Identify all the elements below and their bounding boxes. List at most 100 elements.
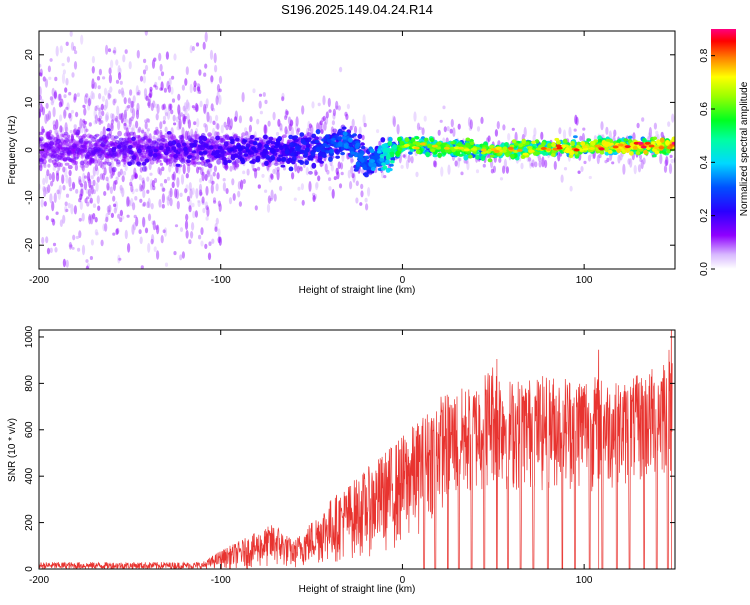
spectrogram-cell-2372 — [140, 137, 146, 141]
spectrogram-cell-2424 — [141, 166, 147, 172]
spectrogram-cell-1546 — [187, 119, 191, 129]
spectrogram-cell-1661 — [83, 120, 88, 125]
spectrogram-cell-2782 — [363, 172, 369, 176]
spectrogram-cell-1760 — [151, 180, 155, 187]
spectrogram-cell-505 — [120, 87, 124, 96]
spectrogram-cell-3596 — [444, 149, 451, 153]
spectrogram-cell-1049 — [115, 115, 119, 123]
spectrogram-cell-1731 — [207, 132, 213, 137]
spectrogram-cell-2856 — [325, 144, 331, 148]
spectrogram-cell-453 — [150, 203, 154, 210]
spectrogram-cell-1005 — [176, 200, 180, 210]
spectrogram-cell-3840 — [545, 148, 552, 151]
spectrogram-cell-3496 — [437, 152, 442, 158]
spectrogram-cell-1276 — [80, 154, 84, 159]
spectrogram-cell-841 — [659, 153, 663, 165]
spectrogram-cell-1465 — [45, 215, 49, 221]
spectrogram-cell-3654 — [436, 141, 442, 145]
spectrogram-cell-3803 — [654, 150, 660, 155]
spectrogram-cell-1051 — [460, 171, 464, 176]
spectrogram-cell-1010 — [105, 216, 109, 222]
spectrogram-cell-1782 — [540, 131, 544, 140]
spectrogram-cell-3306 — [389, 160, 395, 164]
spectrogram-cell-2669 — [274, 145, 279, 149]
spectrogram-cell-3487 — [662, 151, 667, 155]
spectrogram-cell-2453 — [116, 144, 122, 149]
spectrogram-cell-1374 — [103, 167, 107, 176]
spectrogram-cell-1222 — [171, 98, 176, 103]
spectrogram-cell-103 — [115, 59, 119, 66]
spectrogram-cell-2726 — [290, 152, 295, 157]
spectrogram-cell-1698 — [67, 165, 73, 170]
spectrogram-cell-632 — [75, 189, 79, 194]
spectrogram-cell-2577 — [249, 151, 255, 155]
spectrogram-cell-1228 — [83, 107, 87, 116]
spectrogram-cell-2451 — [164, 151, 169, 156]
spectrogram-cell-1288 — [161, 193, 165, 204]
spectrogram-cell-256 — [520, 162, 524, 170]
spectrogram-cell-209 — [79, 200, 83, 210]
spectrogram-cell-876 — [206, 170, 210, 175]
spectrogram-cell-2350 — [178, 134, 184, 140]
spectrogram-cell-1531 — [544, 159, 548, 169]
spectrogram-cell-521 — [71, 72, 75, 78]
spectrogram-cell-644 — [144, 31, 148, 36]
spectrogram-cell-1361 — [632, 132, 636, 141]
spectrogram-cell-137 — [198, 178, 203, 183]
spectrogram-cell-609 — [189, 188, 193, 199]
spectrogram-cell-1789 — [185, 173, 189, 179]
spectrogram-cell-543 — [619, 152, 623, 161]
spectrogram-cell-1280 — [106, 182, 110, 191]
spectrogram-cell-1900 — [113, 203, 117, 208]
spectrogram-cell-81 — [217, 228, 221, 238]
spectrogram-cell-1680 — [361, 134, 365, 141]
spectrogram-cell-2505 — [167, 140, 173, 147]
spectrogram-cell-2291 — [75, 129, 81, 136]
spectrogram-cell-562 — [63, 94, 67, 99]
spectrogram-cell-3818 — [588, 147, 595, 150]
spectrogram-cell-684 — [155, 113, 159, 121]
spectrogram-cell-1448 — [141, 129, 145, 134]
spectrogram-cell-484 — [143, 88, 148, 97]
colorbar-tick-label: 0.2 — [699, 208, 710, 222]
spectrogram-cell-1848 — [92, 213, 96, 220]
spectrogram-cell-2879 — [363, 166, 368, 171]
spectrogram-cell-695 — [238, 115, 242, 124]
spectrogram-cell-1189 — [363, 122, 367, 128]
spectrogram-cell-850 — [64, 201, 68, 207]
spectrogram-cell-735 — [156, 103, 160, 114]
spectrogram-cell-2709 — [281, 157, 287, 162]
spectrogram-cell-1795 — [193, 80, 197, 88]
spectrogram-cell-2412 — [152, 156, 157, 162]
spectrogram-cell-1476 — [156, 224, 160, 235]
spectrogram-cell-258 — [532, 134, 536, 142]
spectrogram-cell-1532 — [194, 210, 198, 218]
spectrogram-cell-1625 — [162, 103, 166, 110]
spectrogram-cell-2169 — [132, 141, 138, 146]
spectrogram-cell-2654 — [380, 137, 386, 143]
spectrogram-cell-1528 — [107, 48, 112, 53]
spectrogram-cell-479 — [222, 178, 226, 182]
spectrogram-cell-2106 — [129, 131, 135, 136]
spectrogram-cell-1823 — [263, 124, 267, 135]
spectrogram-cell-1529 — [480, 116, 484, 124]
spectrogram-cell-859 — [169, 197, 173, 207]
spectrogram-cell-417 — [179, 192, 183, 197]
spectrogram-cell-875 — [160, 235, 164, 244]
spectrogram-cell-1449 — [443, 126, 447, 133]
spectrogram-cell-13 — [191, 202, 195, 208]
spectrogram-cell-1192 — [184, 188, 188, 194]
spectrogram-cell-1376 — [162, 187, 166, 192]
spectrogram-cell-2823 — [352, 133, 357, 137]
spectrogram-cell-3865 — [624, 145, 631, 149]
spectrogram-cell-1210 — [147, 98, 151, 109]
spectrogram-cell-3827 — [443, 146, 450, 150]
spectrogram-cell-2417 — [118, 137, 124, 141]
spectrogram-cell-478 — [214, 64, 218, 73]
spectrogram-cell-398 — [228, 197, 233, 205]
spectrogram-cell-3241 — [382, 147, 388, 153]
spectrogram-cell-5 — [170, 86, 174, 95]
spectrogram-cell-3166 — [381, 143, 387, 149]
spectrogram-cell-2655 — [229, 148, 235, 152]
spectrogram-cell-3868 — [637, 141, 644, 145]
